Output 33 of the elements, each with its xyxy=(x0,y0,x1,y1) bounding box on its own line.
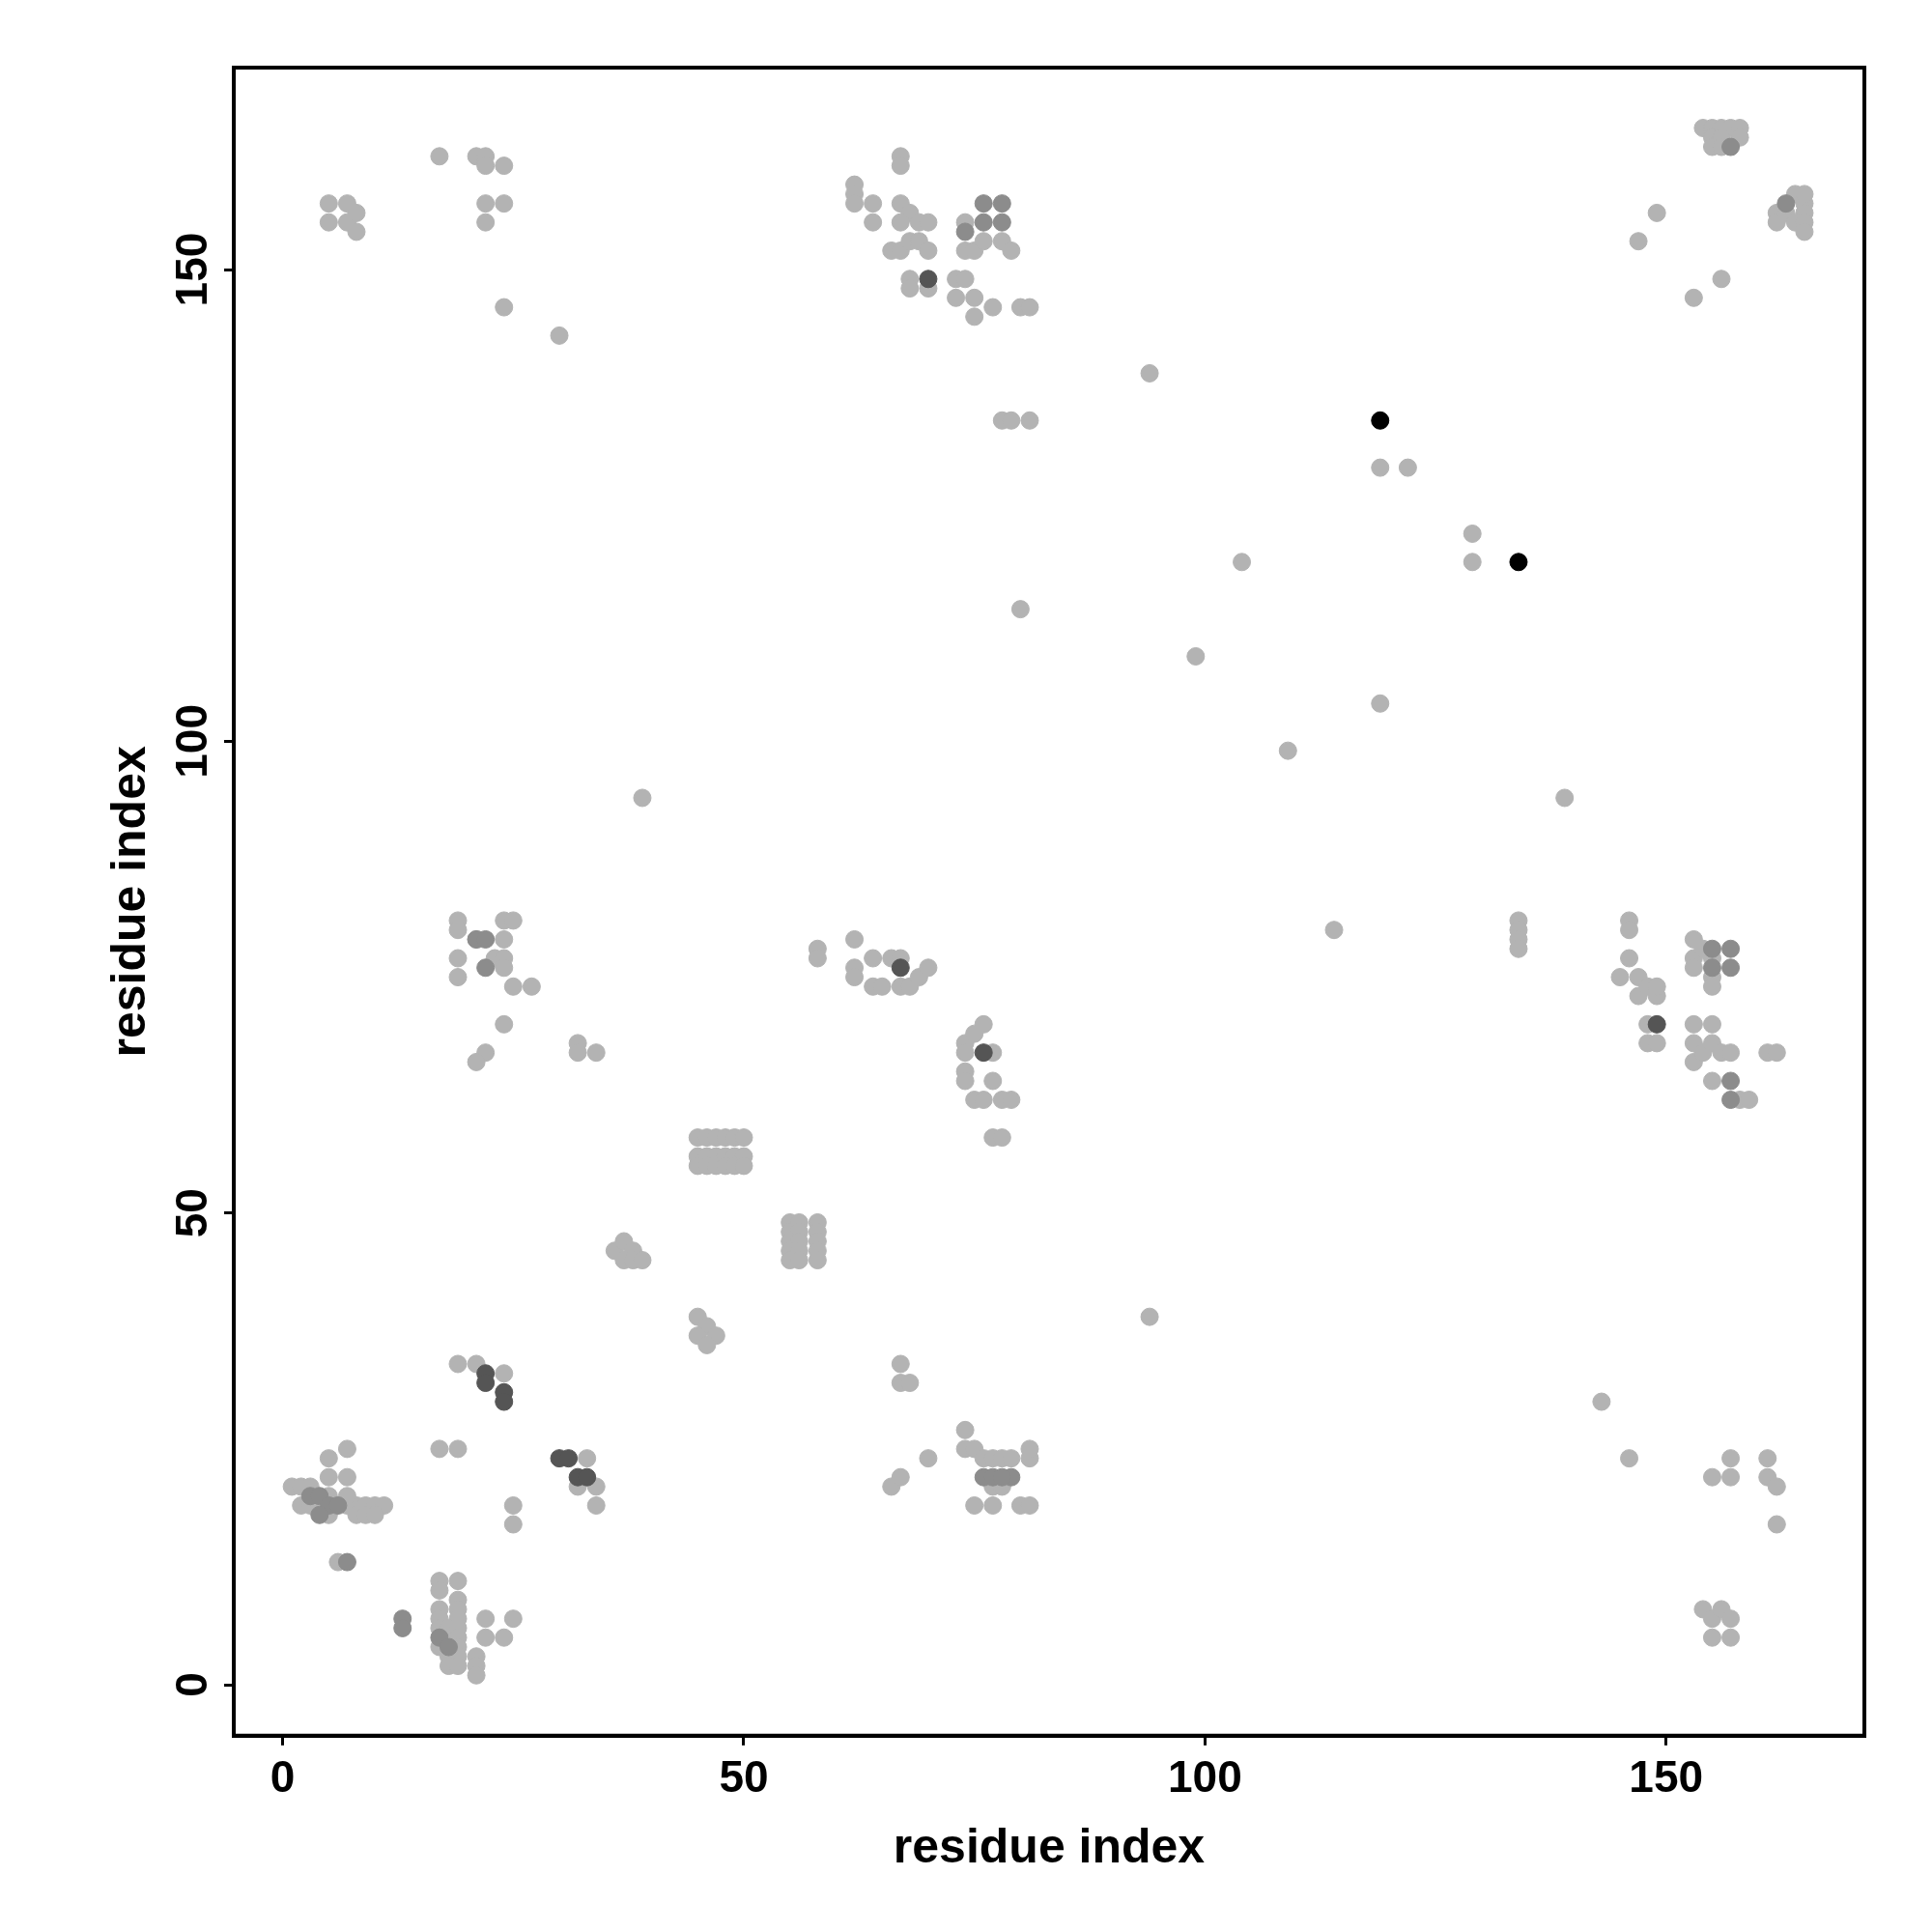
point xyxy=(1721,1071,1741,1091)
point xyxy=(1371,411,1390,430)
point xyxy=(992,213,1011,232)
point xyxy=(1721,137,1741,156)
x-tick-label: 0 xyxy=(270,1751,296,1803)
point xyxy=(974,213,993,232)
point xyxy=(476,958,496,978)
y-tick-label: 100 xyxy=(165,703,216,779)
point xyxy=(974,194,993,213)
x-tick-label: 50 xyxy=(719,1751,769,1803)
point xyxy=(1702,958,1721,978)
point xyxy=(1721,958,1741,978)
point xyxy=(439,1637,458,1657)
point xyxy=(1721,1091,1741,1110)
x-axis-title: residue index xyxy=(893,1818,1206,1873)
point xyxy=(1509,553,1528,572)
point xyxy=(955,222,975,242)
point xyxy=(1647,1014,1666,1034)
point xyxy=(974,1043,993,1063)
y-tick-label: 0 xyxy=(165,1672,216,1697)
y-tick-label: 150 xyxy=(165,232,216,307)
point xyxy=(337,1552,356,1572)
point xyxy=(1776,194,1796,213)
point xyxy=(1702,939,1721,958)
point xyxy=(919,270,938,289)
point xyxy=(891,958,910,978)
point xyxy=(310,1505,329,1524)
y-tick-label: 50 xyxy=(165,1188,216,1238)
y-axis-title: residue index xyxy=(100,746,156,1058)
x-tick-label: 100 xyxy=(1167,1751,1242,1803)
point xyxy=(1721,939,1741,958)
point xyxy=(992,194,1011,213)
x-tick-label: 150 xyxy=(1629,1751,1704,1803)
